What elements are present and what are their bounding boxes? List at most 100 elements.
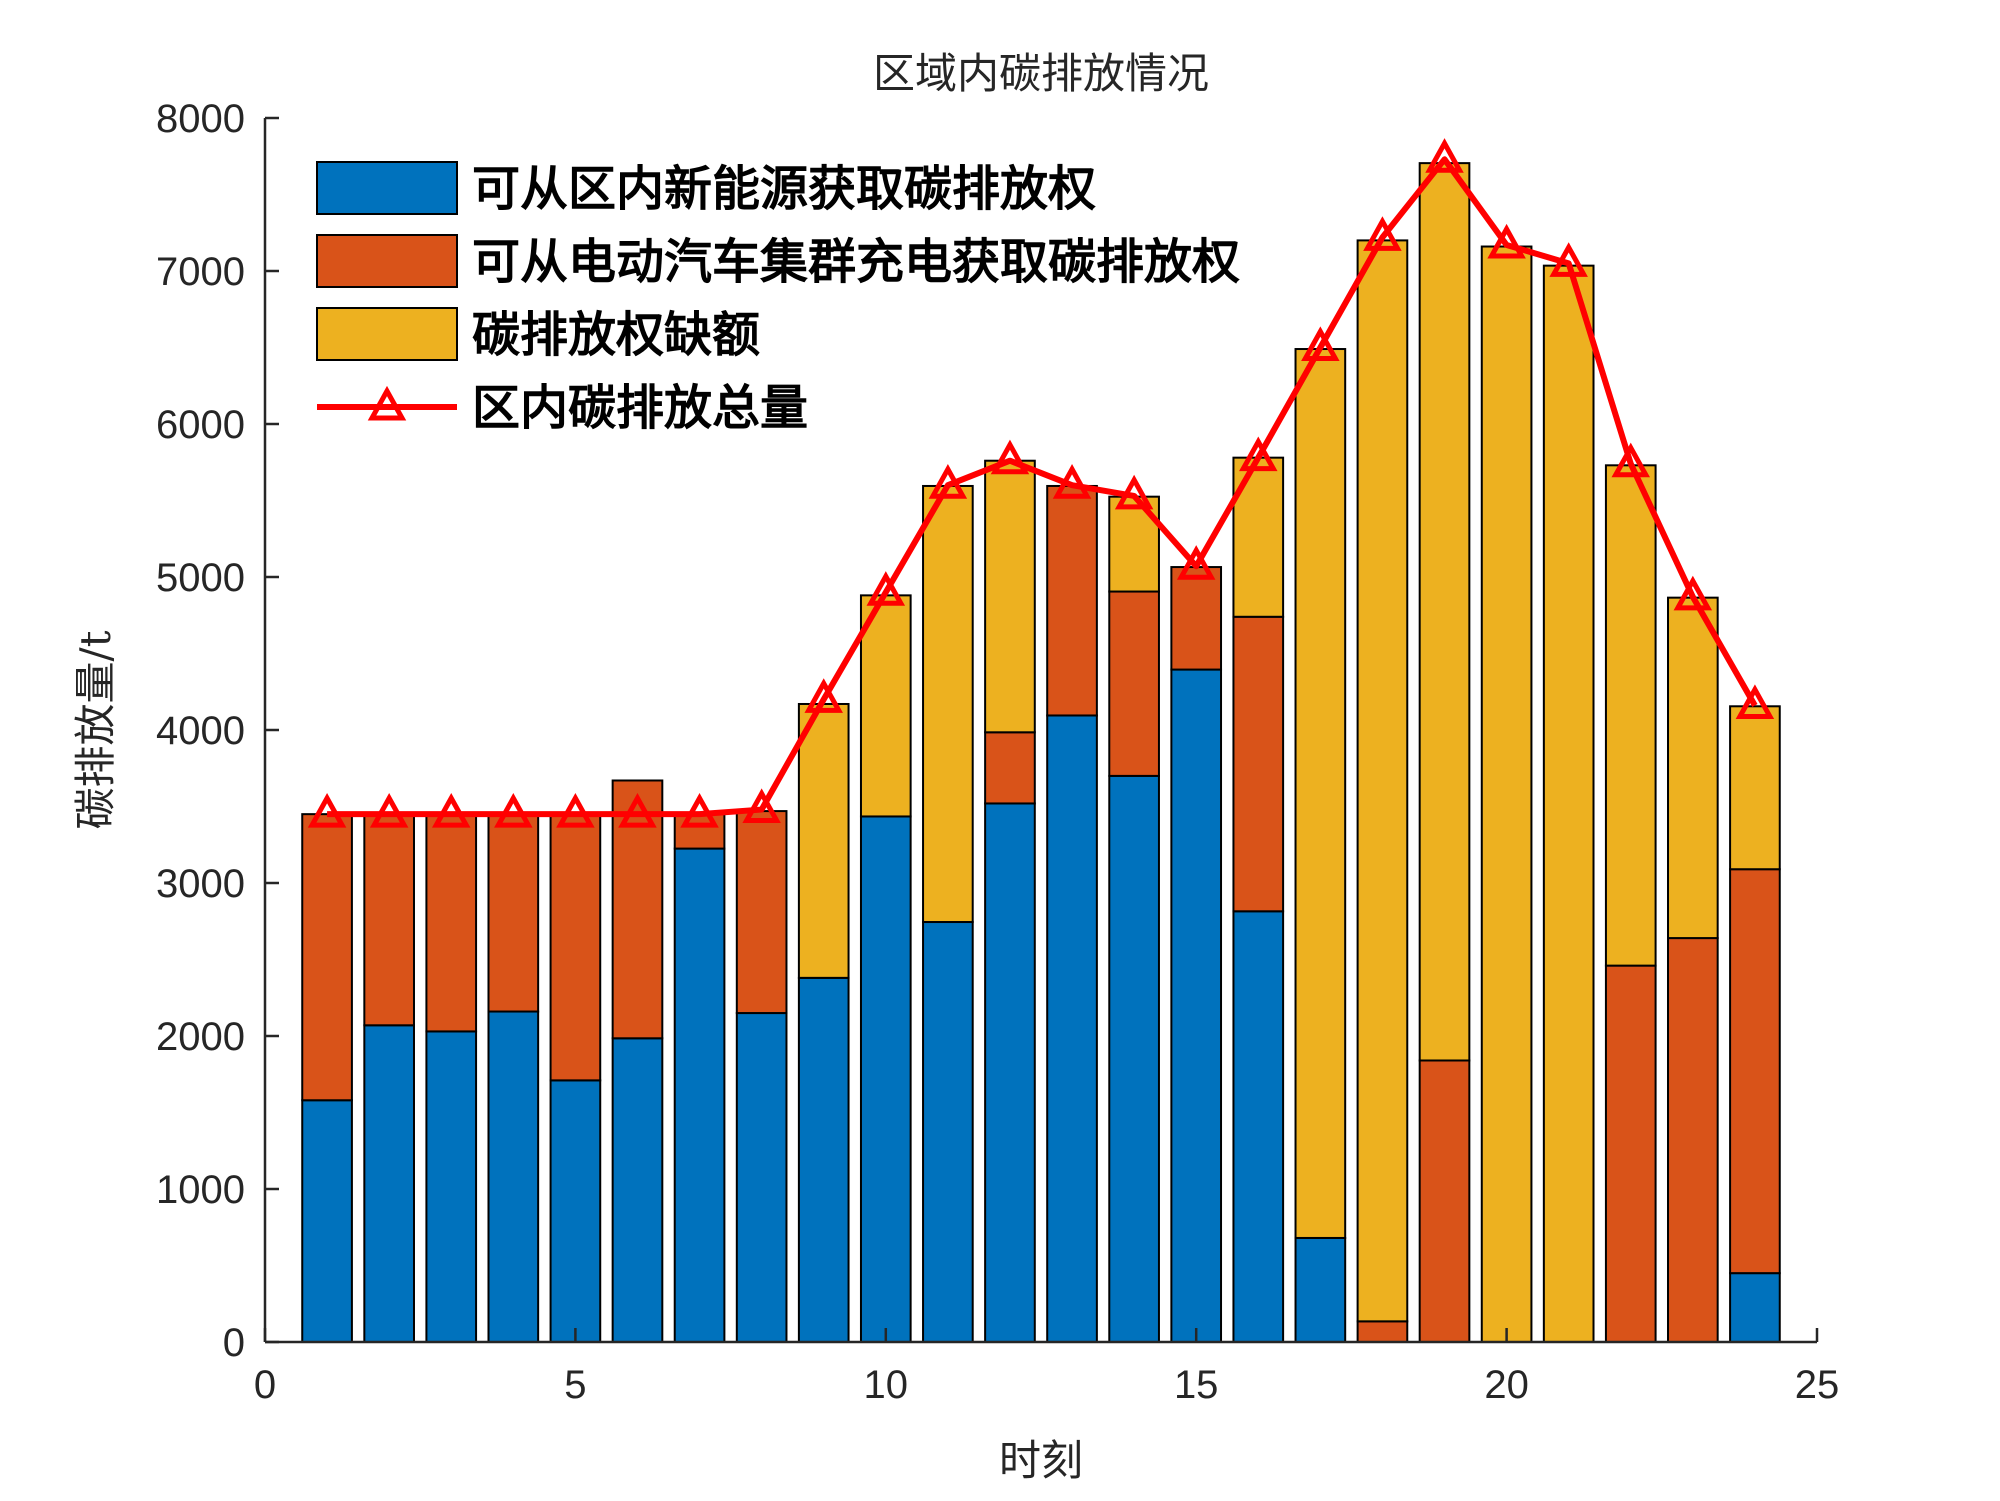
bar-segment-series1 [1729, 1272, 1781, 1344]
legend-label: 碳排放权缺额 [472, 307, 760, 363]
bar-segment-series3 [1108, 495, 1160, 593]
bar-segment-series2 [1729, 868, 1781, 1275]
bar-segment-series3 [1542, 264, 1595, 1343]
axes-group: 0 5 10 15 20 25 0 1000 2000 3000 4000 5000 6000 7000 8… [156, 97, 1839, 1407]
bar-segment-series1 [487, 1010, 540, 1344]
bar-segment-series3 [922, 484, 974, 924]
bar-segment-series1 [735, 1012, 788, 1343]
bar-segment-series1 [859, 815, 912, 1343]
y-tick-label: 0 [223, 1321, 245, 1365]
x-tick-label: 15 [1174, 1363, 1219, 1407]
line-marker [1487, 223, 1526, 259]
bar-segment-series3 [1232, 456, 1285, 618]
y-tick-label: 3000 [156, 862, 245, 906]
x-tick-label: 0 [254, 1363, 276, 1407]
line-marker [618, 793, 657, 828]
line-marker [866, 571, 906, 606]
bar-segment-series1 [984, 802, 1036, 1343]
bar-segment-series1 [673, 847, 726, 1343]
line-marker [1611, 442, 1651, 478]
legend-swatch [316, 161, 458, 215]
bar-segment-series2 [1418, 1059, 1471, 1343]
x-tick-label: 10 [864, 1363, 909, 1407]
x-tick-label: 20 [1484, 1363, 1529, 1407]
line-marker [494, 793, 533, 828]
bar-segment-series2 [1170, 566, 1223, 671]
bar-segment-series1 [1232, 910, 1285, 1343]
bar-segment-series2 [984, 731, 1036, 805]
bar-segment-series1 [797, 976, 850, 1343]
line-marker [1673, 575, 1713, 611]
line-marker [369, 793, 409, 828]
line-marker [431, 793, 471, 828]
bar-segment-series1 [1170, 668, 1223, 1343]
line-marker [1239, 436, 1278, 472]
line-marker [742, 788, 781, 824]
y-tick-label: 8000 [156, 97, 245, 141]
bar-segment-series2 [735, 810, 788, 1015]
x-tick-label: 25 [1795, 1363, 1840, 1407]
legend-swatch [316, 307, 458, 361]
bar-segment-series3 [1418, 162, 1471, 1062]
legend-label: 可从区内新能源获取碳排放权 [472, 161, 1096, 217]
line-marker [307, 793, 347, 828]
line-marker [1114, 474, 1154, 510]
bar-segment-series1 [611, 1037, 664, 1344]
bar-segment-series1 [1108, 774, 1160, 1343]
line-series-group [307, 138, 1775, 828]
x-axis-label: 时刻 [999, 1436, 1083, 1485]
line-marker [1301, 326, 1340, 361]
legend-swatch [316, 234, 458, 288]
bar-segment-series3 [797, 702, 850, 979]
line-marker [928, 464, 968, 499]
y-tick-label: 6000 [156, 403, 245, 447]
bar-segment-series2 [487, 813, 540, 1013]
bar-segment-series1 [363, 1024, 415, 1344]
line-marker [680, 793, 719, 828]
bar-segment-series3 [1356, 239, 1409, 1323]
line-marker [1176, 545, 1216, 580]
line-marker [1549, 242, 1588, 277]
bar-segment-series2 [549, 813, 602, 1082]
line-marker [1052, 464, 1092, 499]
y-axis-label: 碳排放量/t [71, 630, 120, 829]
bar-segment-series2 [363, 813, 415, 1027]
legend-label: 区内碳排放总量 [472, 380, 808, 436]
bar-segment-series3 [1480, 245, 1533, 1343]
bar-segment-series1 [549, 1079, 602, 1343]
bar-segment-series2 [1667, 937, 1719, 1344]
bar-segment-series3 [859, 594, 912, 818]
bar-segment-series2 [1232, 615, 1285, 913]
line-marker [1425, 138, 1464, 173]
bar-segment-series1 [1294, 1236, 1347, 1343]
line-marker [804, 678, 843, 713]
x-tick-label: 5 [564, 1363, 586, 1407]
bar-segment-series3 [1729, 705, 1781, 871]
legend-label: 可从电动汽车集群充电获取碳排放权 [472, 234, 1240, 290]
legend-triangle-marker-icon [367, 385, 407, 421]
line-marker [990, 439, 1030, 475]
bar-segment-series2 [1108, 590, 1160, 777]
line-marker [1363, 216, 1402, 251]
y-tick-label: 2000 [156, 1015, 245, 1059]
bar-segment-series3 [1294, 348, 1347, 1239]
bar-segment-series2 [673, 813, 726, 850]
bar-segment-series1 [301, 1099, 353, 1344]
bars-group [301, 162, 1781, 1344]
bar-segment-series2 [1046, 484, 1098, 717]
line-marker [556, 793, 595, 828]
bar-segment-series1 [922, 921, 974, 1343]
bar-segment-series2 [301, 813, 353, 1102]
bar-segment-series3 [984, 459, 1036, 734]
bar-segment-series3 [1667, 596, 1719, 940]
y-tick-label: 1000 [156, 1168, 245, 1212]
bar-segment-series2 [425, 813, 478, 1033]
chart-title: 区域内碳排放情况 [873, 49, 1209, 98]
bar-segment-series1 [1046, 714, 1098, 1343]
bar-segment-series2 [1356, 1320, 1409, 1343]
bar-segment-series3 [1604, 464, 1657, 967]
bar-segment-series2 [611, 779, 664, 1040]
y-tick-label: 7000 [156, 250, 245, 294]
y-tick-label: 5000 [156, 556, 245, 600]
